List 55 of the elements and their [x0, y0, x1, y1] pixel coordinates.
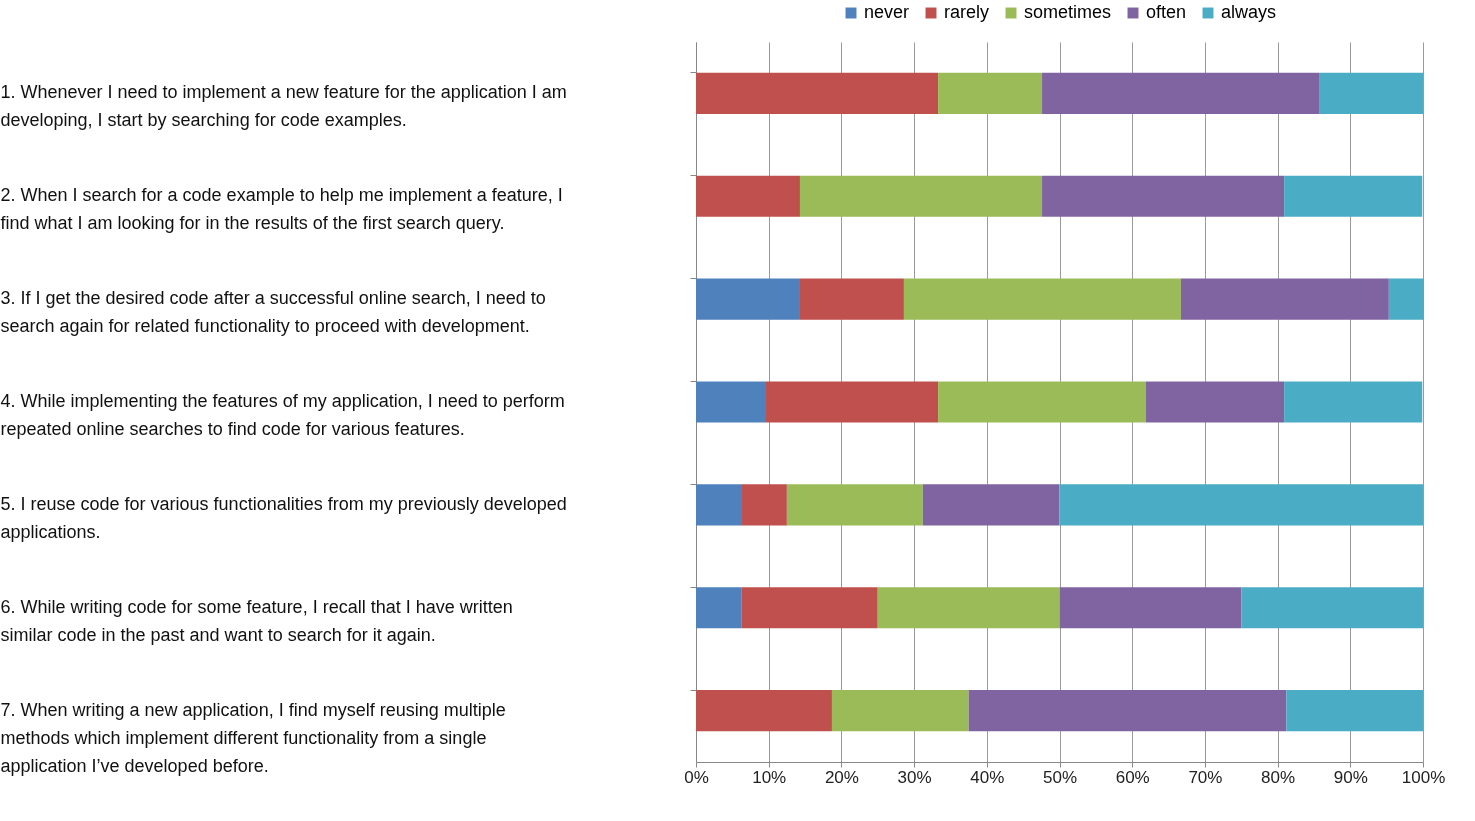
bar	[1146, 381, 1285, 423]
legend-label: rarely	[944, 2, 990, 22]
bar	[696, 587, 742, 629]
bar	[696, 484, 742, 526]
y-tick-label: 7. When writing a new application, I find myself reusing multiple methods which implement different functionality from a single application I’ve developed before.	[0, 699, 506, 776]
legend-label: always	[1221, 2, 1277, 22]
bar	[765, 381, 939, 423]
y-tick-label: 1. Whenever I need to implement a new feature for the application I am developing, I start by searching for code examples.	[0, 82, 567, 131]
bar	[1180, 278, 1389, 320]
x-tick-label: 50%	[1042, 767, 1078, 787]
bar	[799, 278, 904, 320]
bar	[877, 587, 1060, 629]
bar	[1241, 587, 1423, 629]
x-tick-label: 90%	[1333, 767, 1368, 787]
bar	[696, 278, 800, 320]
y-tick-label: 4. While implementing the features of my application, I need to perform repeated online searches to find code for various features.	[0, 391, 565, 439]
bar	[1059, 587, 1242, 629]
bar	[696, 381, 766, 423]
x-tick-label: 80%	[1261, 767, 1296, 787]
bar	[1286, 690, 1423, 732]
y-tick-label: 5. I reuse code for various functionalities from my previously developed applications.	[0, 493, 567, 542]
bar	[968, 690, 1287, 732]
bar	[938, 72, 1043, 114]
bar	[1319, 72, 1423, 114]
bar	[696, 690, 832, 732]
bar	[938, 381, 1147, 423]
x-tick-label: 100%	[1401, 767, 1446, 787]
x-tick-label: 20%	[824, 767, 859, 787]
bar	[741, 484, 787, 526]
bar	[696, 175, 800, 217]
bar	[1388, 278, 1424, 320]
legend-label: never	[864, 2, 910, 22]
bar	[1059, 484, 1423, 526]
bar	[903, 278, 1181, 320]
bar	[1284, 175, 1423, 217]
x-tick-label: 40%	[970, 767, 1005, 787]
bar	[696, 72, 939, 114]
bar	[831, 690, 969, 732]
bar	[786, 484, 923, 526]
x-tick-label: 0%	[684, 767, 709, 787]
bar	[1284, 381, 1423, 423]
y-tick-label: 3. If I get the desired code after a successful online search, I need to search again for related functionality to proceed with development.	[0, 288, 546, 337]
x-tick-label: 30%	[897, 767, 932, 787]
x-tick-label: 60%	[1115, 767, 1150, 787]
y-tick-label: 6. While writing code for some feature, I recall that I have written similar code in the past and want to search for it again.	[0, 596, 513, 645]
y-tick-label: 2. When I search for a code example to help me implement a feature, I find what I am looking for in the results of the first search query.	[0, 185, 563, 234]
bar	[799, 175, 1043, 217]
legend-label: sometimes	[1024, 2, 1112, 22]
bar	[1042, 175, 1285, 217]
legend-label: often	[1146, 2, 1187, 22]
bar	[922, 484, 1060, 526]
bar	[1042, 72, 1320, 114]
x-tick-label: 70%	[1188, 767, 1223, 787]
bar	[741, 587, 878, 629]
x-tick-label: 10%	[752, 767, 787, 787]
